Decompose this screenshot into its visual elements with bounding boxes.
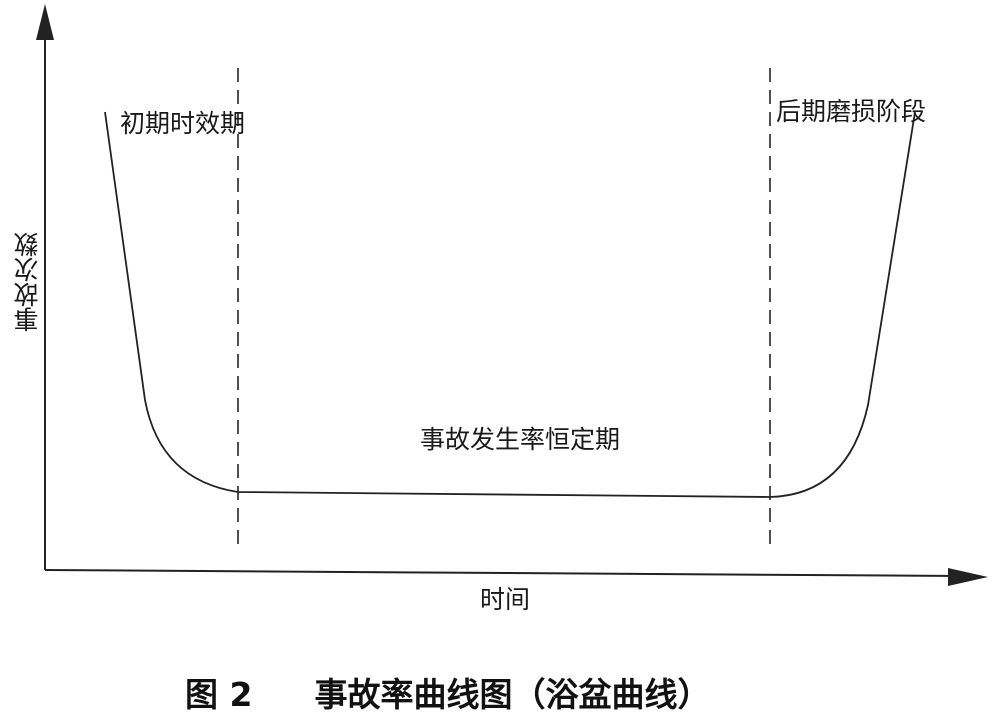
x-axis [44,569,961,577]
figure-caption: 图 2 事故率曲线图（浴盆曲线） [185,668,710,716]
early-phase-label: 初期时效期 [120,109,246,138]
y-axis-label: 事故次数 [13,232,42,332]
constant-phase-label: 事故发生率恒定期 [420,425,621,454]
bathtub-curve [104,111,916,498]
figure-title: 事故率曲线图（浴盆曲线） [314,675,711,714]
y-axis-arrow [36,4,54,40]
figure-number: 图 2 [185,675,253,714]
x-axis-label: 时间 [480,585,531,614]
late-phase-label: 后期磨损阶段 [776,97,927,126]
x-axis-arrow [948,568,988,586]
